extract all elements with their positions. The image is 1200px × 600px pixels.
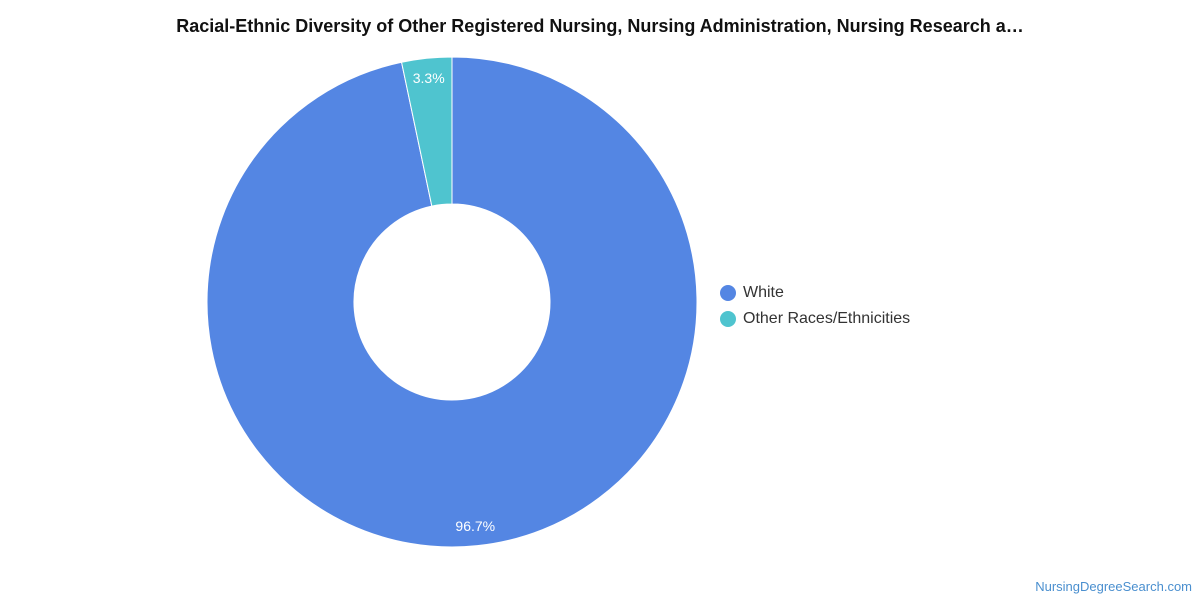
watermark[interactable]: NursingDegreeSearch.com <box>1035 579 1192 594</box>
donut-slice-other[interactable] <box>400 56 453 207</box>
legend-swatch-white <box>720 285 736 301</box>
legend-swatch-other <box>720 311 736 327</box>
chart-title: Racial-Ethnic Diversity of Other Registe… <box>176 16 1024 36</box>
legend-label-other: Other Races/Ethnicities <box>743 310 911 327</box>
legend-label-white: White <box>743 284 784 301</box>
legend-item-other[interactable]: Other Races/Ethnicities <box>720 306 910 332</box>
donut-slice-white[interactable] <box>206 56 698 548</box>
data-label-white: 96.7% <box>455 518 495 534</box>
data-label-other: 3.3% <box>413 70 445 86</box>
legend: White Other Races/Ethnicities <box>720 280 910 332</box>
legend-item-white[interactable]: White <box>720 280 910 306</box>
